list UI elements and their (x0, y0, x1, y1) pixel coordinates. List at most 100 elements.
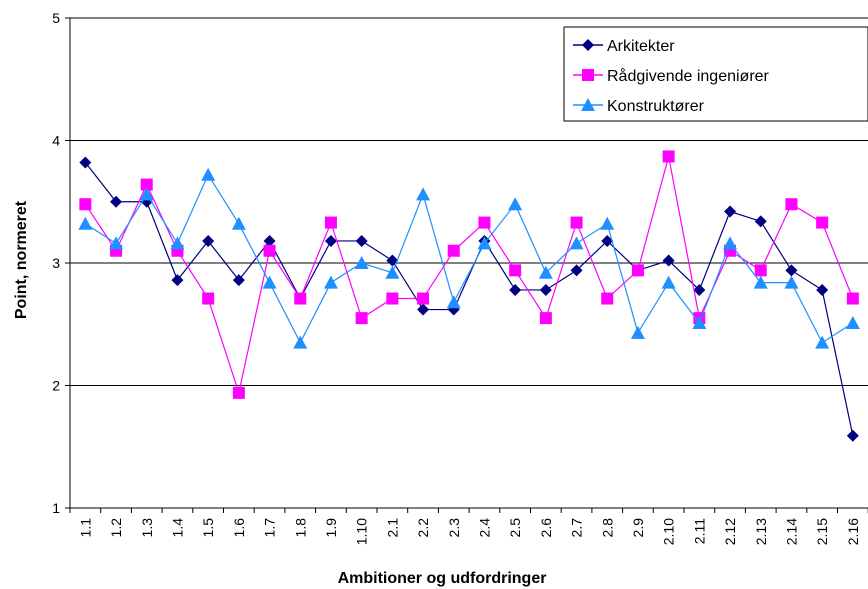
legend-label: Konstruktører (607, 98, 705, 115)
data-point (508, 197, 523, 211)
data-point (601, 234, 614, 247)
data-point (385, 265, 400, 279)
data-point (110, 195, 123, 208)
data-point (417, 292, 430, 305)
data-point (232, 386, 245, 399)
x-tick-labels: 1.1 1.2 1.3 1.4 1.5 1.6 1.7 1.8 1.9 1.10 2.1 2.2 2.3… (77, 518, 861, 545)
legend-box (563, 26, 868, 122)
data-point (202, 234, 215, 247)
legend-label: Arkitekter (607, 38, 675, 55)
data-point (631, 264, 644, 277)
x-tick-label: 2.13 (753, 518, 769, 545)
series-line (84, 162, 854, 436)
series-1 (79, 156, 859, 442)
legend-item: Konstruktører (573, 98, 705, 115)
x-tick-label: 2.12 (722, 518, 738, 545)
data-point (386, 292, 399, 305)
data-point (202, 292, 215, 305)
x-tick-label: 1.2 (108, 518, 124, 538)
y-tick-label: 4 (52, 133, 60, 149)
data-point (171, 274, 184, 287)
data-point (139, 187, 154, 201)
data-point (79, 156, 92, 169)
data-point (846, 429, 859, 442)
data-point (724, 205, 737, 218)
y-tick-label: 1 (52, 500, 60, 516)
data-point (79, 198, 92, 211)
data-point (630, 325, 645, 339)
data-point (324, 234, 337, 247)
data-point (692, 316, 707, 330)
y-tick-labels: 1 2 3 4 5 (52, 10, 60, 516)
legend-item: Arkitekter (573, 38, 675, 55)
data-point (509, 283, 522, 296)
data-point (723, 236, 738, 250)
x-tick-label: 2.15 (814, 518, 830, 545)
data-point (323, 275, 338, 289)
x-tick-label: 1.3 (139, 518, 155, 538)
data-point (662, 254, 675, 267)
data-point (570, 264, 583, 277)
data-point (477, 236, 492, 250)
data-point (263, 234, 276, 247)
data-point (416, 187, 431, 201)
y-tick-label: 5 (52, 10, 60, 26)
legend-item: Rådgivende ingeniører (573, 67, 770, 85)
x-tick-label: 1.8 (292, 518, 308, 538)
axes (65, 17, 868, 513)
data-point (294, 292, 307, 305)
data-point (538, 265, 553, 279)
data-point (662, 150, 675, 163)
x-tick-label: 2.14 (783, 518, 799, 545)
data-point (754, 215, 767, 228)
x-tick-label: 2.1 (384, 518, 400, 538)
data-point (355, 312, 368, 325)
x-axis-title: Ambitioner og udfordringer (338, 570, 547, 587)
gridlines (70, 17, 868, 386)
x-tick-label: 1.4 (169, 518, 185, 538)
data-point (231, 216, 246, 230)
data-point (447, 244, 460, 257)
data-point (785, 264, 798, 277)
data-point (446, 295, 461, 309)
data-point (582, 69, 594, 81)
data-point (816, 283, 829, 296)
data-point (582, 39, 594, 51)
data-point (170, 236, 185, 250)
data-point (784, 275, 799, 289)
x-tick-label: 2.8 (599, 518, 615, 538)
data-point (785, 198, 798, 211)
data-point (417, 303, 430, 316)
x-tick-label: 1.5 (200, 518, 216, 538)
data-point (753, 275, 768, 289)
data-point (509, 264, 522, 277)
data-point (816, 216, 829, 229)
x-tick-label: 2.6 (538, 518, 554, 538)
x-tick-label: 1.1 (77, 518, 93, 538)
data-point (815, 335, 830, 349)
legend-label: Rådgivende ingeniører (607, 67, 770, 85)
x-tick-label: 2.11 (691, 518, 707, 544)
data-point (140, 178, 153, 191)
data-point (293, 335, 308, 349)
series-line (84, 156, 854, 396)
data-point (263, 244, 276, 257)
x-tick-label: 2.16 (845, 518, 861, 545)
x-tick-label: 2.10 (661, 518, 677, 545)
data-point (262, 275, 277, 289)
series-3 (78, 167, 860, 349)
data-point (581, 98, 595, 111)
x-tick-label: 2.2 (415, 518, 431, 538)
series-2 (79, 150, 859, 399)
data-point (109, 236, 124, 250)
y-axis-title: Point, normeret (13, 200, 30, 319)
data-point (539, 312, 552, 325)
data-point (232, 274, 245, 287)
data-point (355, 234, 368, 247)
y-tick-label: 2 (52, 378, 60, 394)
data-point (601, 292, 614, 305)
series-layer (78, 150, 860, 442)
data-point (570, 216, 583, 229)
x-tick-label: 2.3 (446, 518, 462, 538)
data-point (478, 216, 491, 229)
